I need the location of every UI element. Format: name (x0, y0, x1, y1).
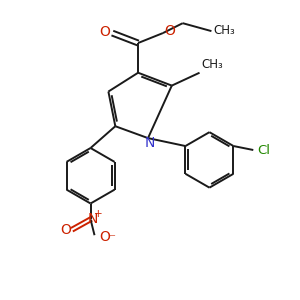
Text: O: O (100, 230, 110, 244)
Text: O: O (164, 24, 175, 38)
Text: O: O (99, 25, 110, 39)
Text: Cl: Cl (257, 143, 270, 157)
Text: CH₃: CH₃ (213, 24, 235, 37)
Text: +: + (94, 209, 103, 219)
Text: CH₃: CH₃ (202, 58, 223, 71)
Text: O: O (60, 223, 71, 237)
Text: N: N (145, 136, 155, 150)
Text: N: N (87, 212, 98, 226)
Text: ⁻: ⁻ (108, 233, 116, 246)
